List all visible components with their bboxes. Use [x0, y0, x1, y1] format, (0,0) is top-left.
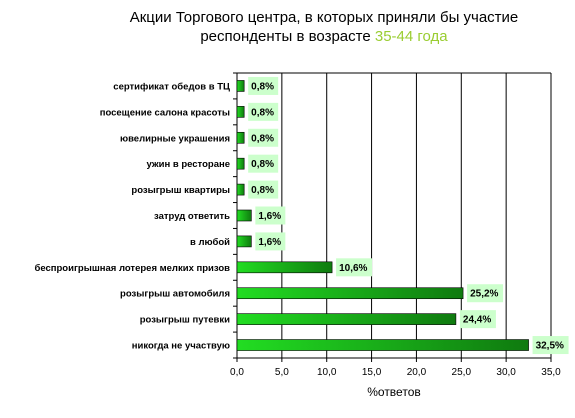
data-label: 0,8% [251, 159, 274, 170]
data-label: 32,5% [536, 341, 564, 352]
x-tick-label: 0,0 [230, 367, 244, 378]
data-label: 0,8% [251, 185, 274, 196]
data-label-bg [255, 206, 286, 225]
data-label-bg [255, 232, 286, 251]
title-age-highlight: 35-44 года [374, 28, 448, 45]
data-label-bg [248, 128, 279, 147]
title-line-2: респонденты в возрасте 35-44 года [0, 27, 575, 46]
bar [236, 313, 457, 325]
category-label: розыгрыш автомобиля [120, 289, 230, 300]
chart-title: Акции Торгового центра, в которых принял… [0, 8, 575, 46]
data-label: 25,2% [470, 289, 498, 300]
category-label: никогда не участвую [132, 341, 230, 352]
data-label-bg [248, 154, 279, 173]
x-tick-label: 20,0 [407, 367, 427, 378]
x-tick-label: 10,0 [317, 367, 337, 378]
category-label: посещение салона красоты [100, 107, 230, 118]
bar [236, 261, 333, 274]
data-label: 10,6% [339, 263, 367, 274]
x-tick-label: 35,0 [541, 367, 561, 378]
bar [236, 235, 252, 248]
data-label: 0,8% [251, 133, 274, 144]
bar [236, 287, 464, 300]
bar [236, 339, 529, 351]
bar [236, 106, 245, 118]
data-label: 0,8% [251, 107, 274, 118]
data-label-bg [467, 284, 504, 303]
category-label: розыгрыш путевки [140, 315, 230, 326]
category-label: ювелирные украшения [120, 133, 230, 144]
data-label: 0,8% [251, 81, 274, 92]
x-axis-label: %ответов [367, 385, 421, 399]
bar [236, 209, 252, 222]
data-label-bg [248, 180, 279, 199]
x-tick-label: 25,0 [452, 367, 472, 378]
data-label: 24,4% [463, 315, 491, 326]
category-label: сертификат обедов в ТЦ [113, 81, 230, 92]
category-label: розыгрыш квартиры [131, 185, 230, 196]
data-label: 1,6% [258, 211, 281, 222]
category-label: беспроигрышная лотерея мелких призов [34, 263, 230, 274]
x-tick-label: 5,0 [275, 367, 289, 378]
category-label: в любой [190, 237, 230, 248]
category-label: затруд ответить [154, 211, 230, 222]
x-tick-label: 15,0 [362, 367, 382, 378]
bar [236, 80, 245, 92]
x-tick-label: 30,0 [496, 367, 516, 378]
bar [236, 183, 245, 196]
data-label-bg [248, 102, 279, 121]
data-label-bg [248, 76, 279, 95]
data-label: 1,6% [258, 237, 281, 248]
title-line-1: Акции Торгового центра, в которых принял… [129, 9, 519, 26]
bar [236, 157, 245, 170]
data-label-bg [459, 310, 496, 329]
title-line-2-prefix: респонденты в возрасте [200, 28, 375, 45]
category-label: ужин в ресторане [146, 159, 230, 170]
data-label-bg [336, 258, 373, 277]
data-label-bg [532, 336, 569, 355]
bar [236, 131, 245, 144]
